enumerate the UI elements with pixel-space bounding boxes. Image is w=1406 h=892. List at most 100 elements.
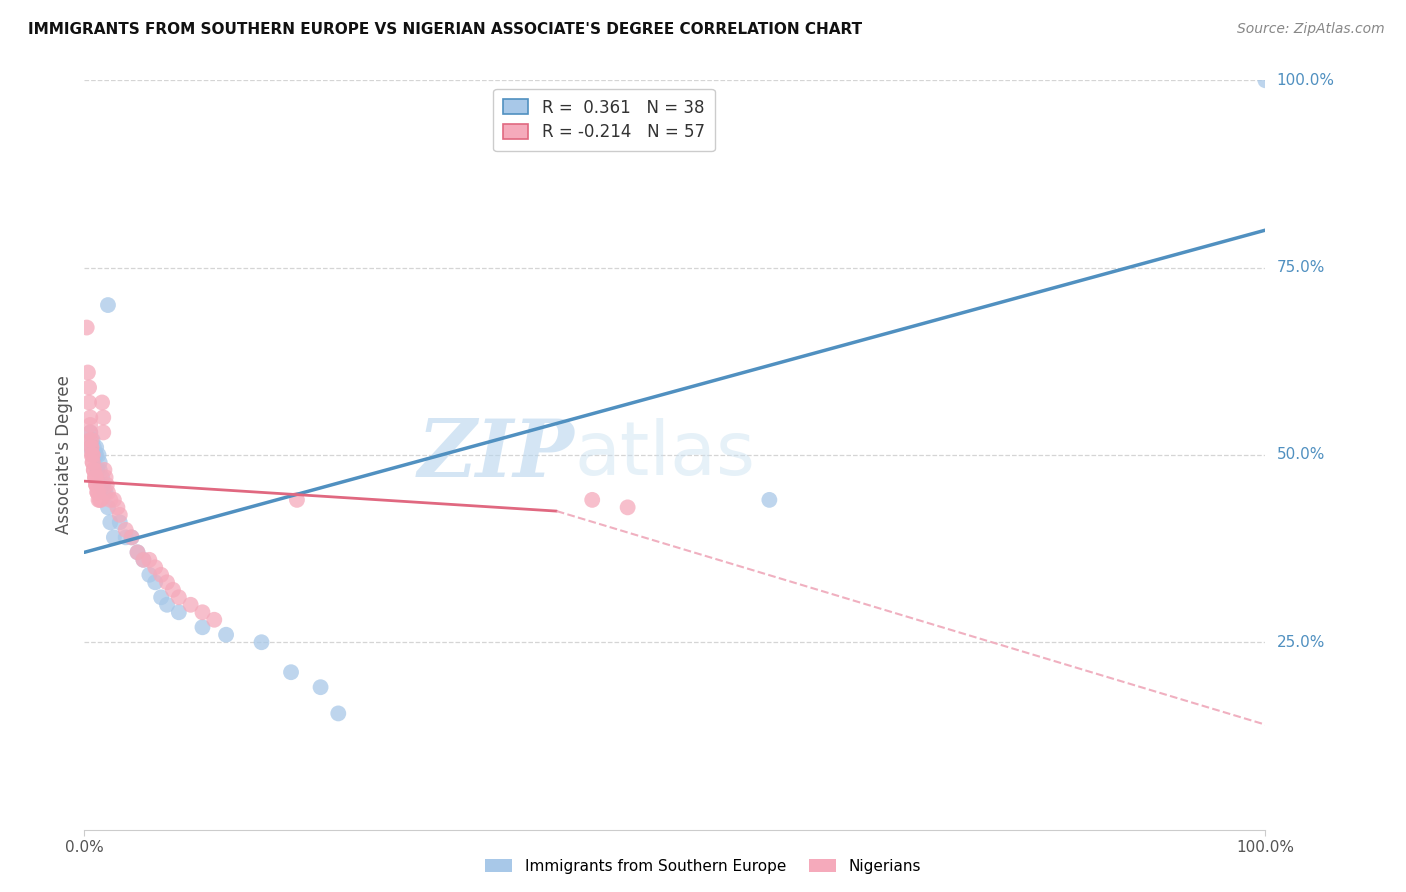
Point — [86, 485, 108, 500]
Point — [103, 530, 125, 544]
Point — [191, 620, 214, 634]
Point — [82, 455, 104, 469]
Point — [82, 448, 104, 462]
Point — [89, 492, 111, 507]
Point — [79, 441, 101, 455]
Point — [98, 492, 121, 507]
Point — [83, 463, 105, 477]
Point — [79, 417, 101, 432]
Point — [127, 545, 149, 559]
Point — [91, 478, 114, 492]
Point — [84, 478, 107, 492]
Point — [80, 433, 103, 447]
Point — [91, 395, 114, 409]
Y-axis label: Associate's Degree: Associate's Degree — [55, 376, 73, 534]
Point — [94, 485, 117, 500]
Point — [121, 530, 143, 544]
Point — [89, 463, 111, 477]
Point — [250, 635, 273, 649]
Point — [121, 530, 143, 544]
Point — [91, 425, 114, 440]
Point — [309, 680, 332, 694]
Point — [91, 410, 114, 425]
Point — [156, 575, 179, 590]
Point — [84, 448, 107, 462]
Point — [84, 470, 107, 484]
Point — [150, 567, 173, 582]
Point — [191, 605, 214, 619]
Point — [80, 441, 103, 455]
Point — [280, 665, 302, 680]
Point — [167, 591, 190, 605]
Legend: Immigrants from Southern Europe, Nigerians: Immigrants from Southern Europe, Nigeria… — [479, 853, 927, 880]
Point — [87, 485, 110, 500]
Point — [1254, 73, 1277, 87]
Point — [77, 380, 100, 394]
Point — [103, 492, 125, 507]
Point — [162, 582, 184, 597]
Text: ZIP: ZIP — [418, 417, 575, 493]
Point — [97, 500, 120, 515]
Point — [93, 463, 115, 477]
Point — [616, 500, 638, 515]
Point — [127, 545, 149, 559]
Point — [84, 441, 107, 455]
Point — [108, 516, 131, 530]
Point — [80, 441, 103, 455]
Point — [82, 455, 104, 469]
Point — [132, 553, 155, 567]
Point — [87, 492, 110, 507]
Point — [180, 598, 202, 612]
Point — [285, 492, 308, 507]
Text: 50.0%: 50.0% — [1277, 448, 1324, 462]
Point — [138, 567, 160, 582]
Point — [77, 366, 100, 380]
Point — [84, 470, 107, 484]
Point — [80, 448, 103, 462]
Point — [758, 492, 780, 507]
Point — [84, 478, 107, 492]
Point — [87, 448, 110, 462]
Point — [90, 492, 112, 507]
Point — [79, 433, 101, 447]
Point — [132, 553, 155, 567]
Text: IMMIGRANTS FROM SOUTHERN EUROPE VS NIGERIAN ASSOCIATE'S DEGREE CORRELATION CHART: IMMIGRANTS FROM SOUTHERN EUROPE VS NIGER… — [28, 22, 862, 37]
Point — [86, 485, 108, 500]
Point — [91, 470, 114, 484]
Point — [84, 448, 107, 462]
Point — [143, 560, 166, 574]
Point — [156, 598, 179, 612]
Point — [82, 433, 104, 447]
Text: Source: ZipAtlas.com: Source: ZipAtlas.com — [1237, 22, 1385, 37]
Point — [202, 613, 225, 627]
Point — [89, 455, 111, 469]
Point — [83, 441, 105, 455]
Point — [86, 463, 108, 477]
Point — [94, 470, 117, 484]
Point — [98, 516, 121, 530]
Legend: R =  0.361   N = 38, R = -0.214   N = 57: R = 0.361 N = 38, R = -0.214 N = 57 — [494, 88, 714, 152]
Point — [93, 485, 115, 500]
Text: atlas: atlas — [575, 418, 755, 491]
Text: 100.0%: 100.0% — [1277, 73, 1334, 87]
Point — [97, 485, 120, 500]
Point — [83, 463, 105, 477]
Point — [79, 425, 101, 440]
Point — [97, 298, 120, 312]
Point — [84, 478, 107, 492]
Point — [107, 500, 129, 515]
Point — [581, 492, 603, 507]
Point — [79, 410, 101, 425]
Point — [82, 448, 104, 462]
Point — [114, 530, 136, 544]
Point — [77, 395, 100, 409]
Point — [143, 575, 166, 590]
Text: 25.0%: 25.0% — [1277, 635, 1324, 649]
Point — [108, 508, 131, 522]
Point — [150, 591, 173, 605]
Point — [138, 553, 160, 567]
Point — [96, 478, 118, 492]
Point — [84, 470, 107, 484]
Point — [79, 425, 101, 440]
Text: 75.0%: 75.0% — [1277, 260, 1324, 275]
